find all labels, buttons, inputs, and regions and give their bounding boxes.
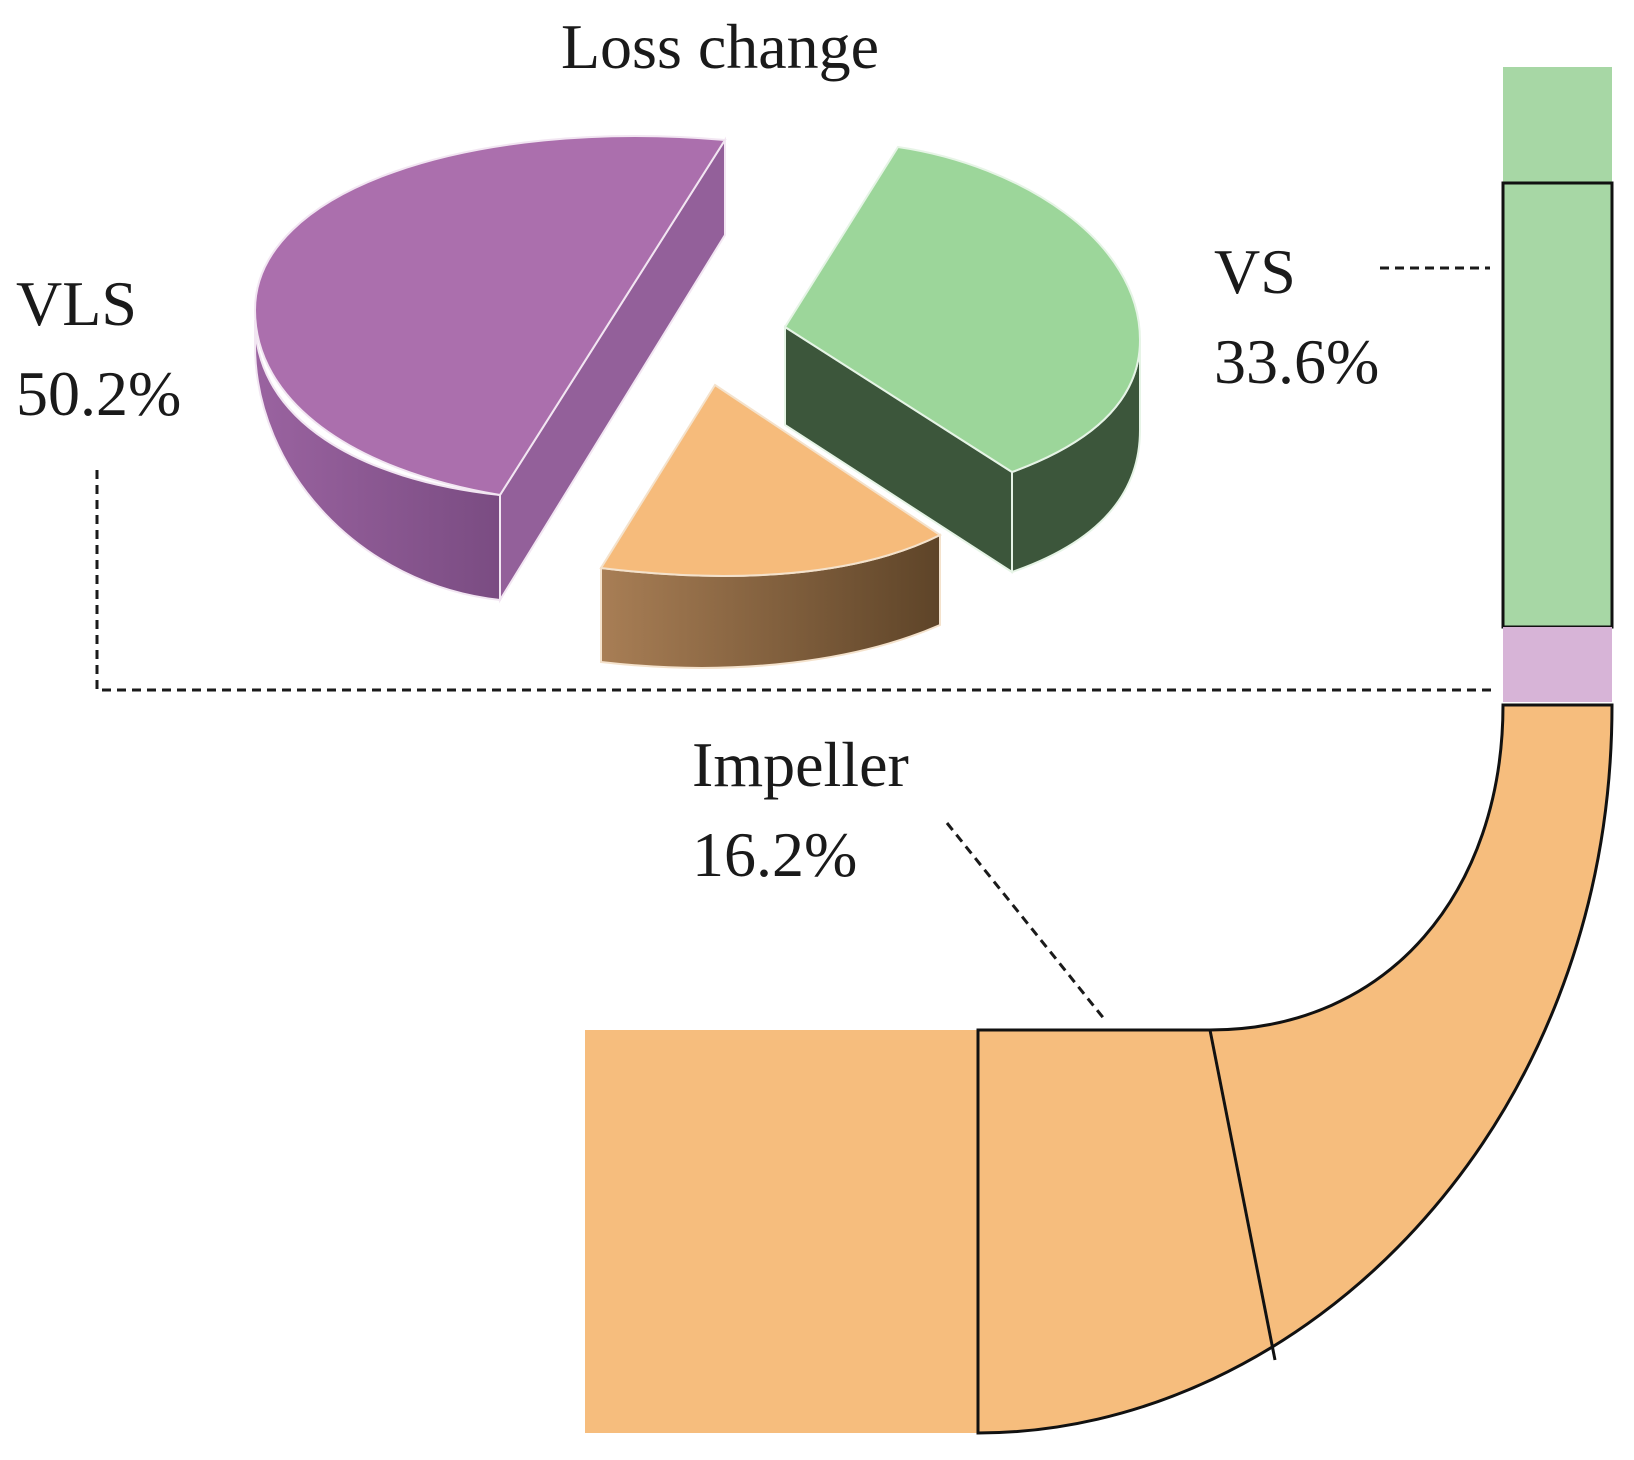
impeller-divider-1 [1208,1029,1277,1361]
label-impeller-value: 16.2% [692,819,857,890]
pie-chart [253,135,1142,669]
chart-title: Loss change [561,11,879,82]
pie-slice-vls [253,135,727,604]
pie-slice-vs [783,145,1142,574]
leader-line-impeller [945,822,1107,1021]
label-vls-value: 50.2% [16,358,181,429]
label-vs-value: 33.6% [1214,326,1379,397]
label-impeller-name: Impeller [692,729,909,800]
pie-slice-vs-top [783,145,1142,474]
impeller-section [976,703,1614,1435]
pie-slice-vls-top [253,135,727,497]
flow-passage-diagram [585,67,1614,1435]
inlet-block [585,1030,978,1433]
pie-slice-impeller [599,383,942,669]
pie-slice-impeller-top [599,383,942,577]
vs-upper-block [1503,67,1612,183]
vls-section [1503,627,1612,702]
label-vs-name: VS [1214,236,1296,307]
label-vls-name: VLS [16,268,137,339]
vs-section [1501,181,1614,629]
